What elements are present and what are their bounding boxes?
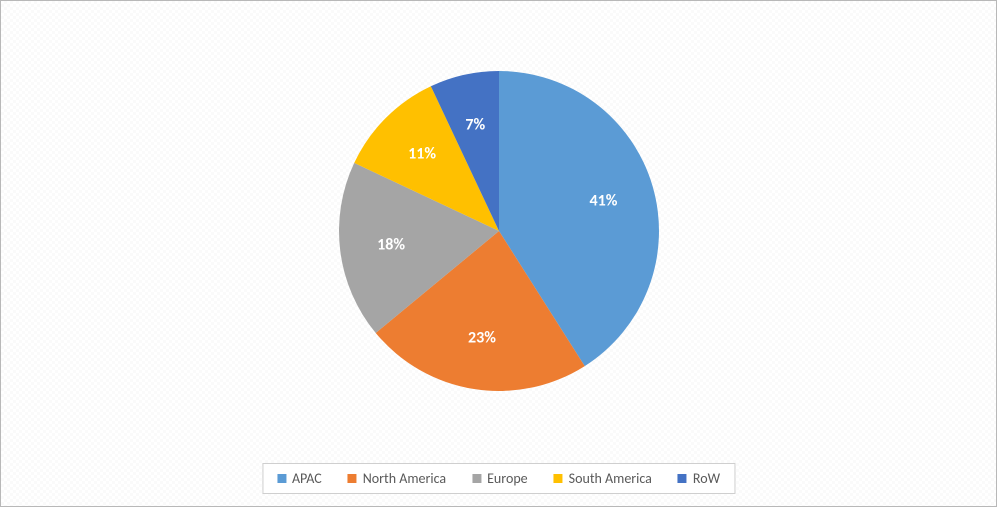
pie-label-0: 41% — [590, 191, 618, 210]
legend-label-2: Europe — [487, 470, 528, 487]
legend-item-2: Europe — [472, 470, 528, 487]
legend-item-1: North America — [348, 470, 446, 487]
legend-label-4: RoW — [693, 470, 720, 487]
pie-label-4: 7% — [465, 115, 485, 134]
legend-swatch-2 — [472, 474, 481, 483]
legend-label-1: North America — [363, 470, 446, 487]
chart-container: 41% 23% 18% 11% 7% APAC North America Europe So… — [0, 0, 997, 507]
pie-label-1: 23% — [468, 329, 496, 348]
legend-item-3: South America — [554, 470, 652, 487]
legend-label-0: APAC — [292, 470, 322, 487]
pie-svg — [1, 1, 997, 456]
legend-item-0: APAC — [277, 470, 322, 487]
pie-label-3: 11% — [408, 145, 436, 164]
legend-swatch-4 — [678, 474, 687, 483]
legend-swatch-1 — [348, 474, 357, 483]
legend-label-3: South America — [569, 470, 652, 487]
legend: APAC North America Europe South America RoW — [262, 463, 735, 494]
pie-label-2: 18% — [377, 235, 405, 254]
legend-swatch-0 — [277, 474, 286, 483]
legend-swatch-3 — [554, 474, 563, 483]
pie-area: 41% 23% 18% 11% 7% — [1, 1, 997, 456]
legend-item-4: RoW — [678, 470, 720, 487]
